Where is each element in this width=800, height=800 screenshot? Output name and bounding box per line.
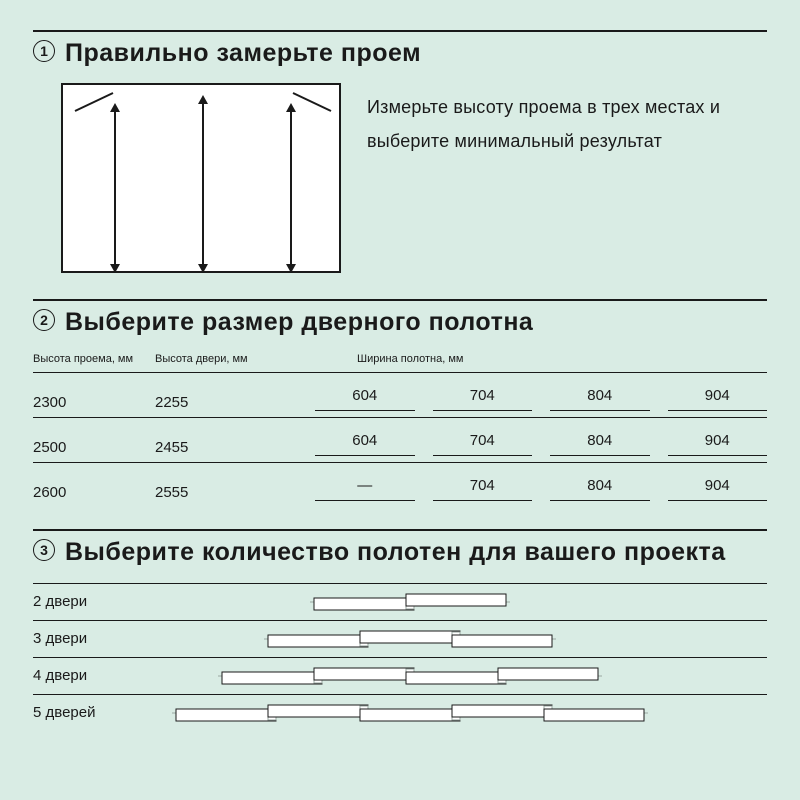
opening-diagram xyxy=(61,83,341,273)
step-3-title: Выберите количество полотен для вашего п… xyxy=(65,537,726,568)
cell-width: 904 xyxy=(668,470,768,501)
cell-door: 2555 xyxy=(155,477,315,507)
widths-group: — 704 804 904 xyxy=(315,463,767,507)
cell-opening: 2500 xyxy=(33,432,155,462)
col-header-width: Ширина полотна, мм xyxy=(315,353,767,369)
door-row: 5 дверей xyxy=(33,694,767,731)
table-row: 23002255604 704 804 904 xyxy=(33,372,767,417)
door-row-diagram xyxy=(155,629,767,649)
door-row-label: 2 двери xyxy=(33,593,155,610)
cell-width: 804 xyxy=(550,380,650,411)
cell-width: 704 xyxy=(433,425,533,456)
size-table: Высота проема, мм Высота двери, мм Ширин… xyxy=(33,353,767,508)
door-row-diagram xyxy=(155,666,767,686)
cell-width: 704 xyxy=(433,380,533,411)
step-3-heading: 3 Выберите количество полотен для вашего… xyxy=(33,529,767,568)
step-1-body: Измерьте высоту проема в трех местах и в… xyxy=(33,83,767,273)
cell-width: 904 xyxy=(668,380,768,411)
step-1-title: Правильно замерьте проем xyxy=(65,38,421,69)
step-2-title: Выберите размер дверного полотна xyxy=(65,307,533,338)
col-header-door: Высота двери, мм xyxy=(155,353,315,369)
door-row-diagram xyxy=(155,592,767,612)
door-row-label: 3 двери xyxy=(33,630,155,647)
table-row: 25002455604 704 804 904 xyxy=(33,417,767,462)
opening-diagram-svg xyxy=(63,85,343,275)
step-1-text: Измерьте высоту проема в трех местах и в… xyxy=(367,83,767,158)
cell-width: 604 xyxy=(315,380,415,411)
step-1-number: 1 xyxy=(33,40,55,62)
step-3-number: 3 xyxy=(33,539,55,561)
cell-width: 604 xyxy=(315,425,415,456)
door-row-diagram xyxy=(155,703,767,723)
door-row: 3 двери xyxy=(33,620,767,657)
door-row-label: 4 двери xyxy=(33,667,155,684)
widths-group: 604 704 804 904 xyxy=(315,373,767,417)
cell-width: — xyxy=(315,470,415,501)
door-row: 2 двери xyxy=(33,583,767,620)
step-2-heading: 2 Выберите размер дверного полотна xyxy=(33,299,767,338)
widths-group: 604 704 804 904 xyxy=(315,418,767,462)
col-header-opening: Высота проема, мм xyxy=(33,353,155,369)
cell-opening: 2600 xyxy=(33,477,155,507)
cell-width: 804 xyxy=(550,425,650,456)
cell-door: 2255 xyxy=(155,387,315,417)
cell-opening: 2300 xyxy=(33,387,155,417)
step-1-heading: 1 Правильно замерьте проем xyxy=(33,30,767,69)
size-table-header: Высота проема, мм Высота двери, мм Ширин… xyxy=(33,353,767,369)
cell-width: 804 xyxy=(550,470,650,501)
table-row: 26002555— 704 804 904 xyxy=(33,462,767,507)
cell-width: 704 xyxy=(433,470,533,501)
door-count-list: 2 двери 3 двери 4 двери 5 дверей xyxy=(33,583,767,731)
step-2-number: 2 xyxy=(33,309,55,331)
door-row-label: 5 дверей xyxy=(33,704,155,721)
cell-width: 904 xyxy=(668,425,768,456)
cell-door: 2455 xyxy=(155,432,315,462)
door-row: 4 двери xyxy=(33,657,767,694)
